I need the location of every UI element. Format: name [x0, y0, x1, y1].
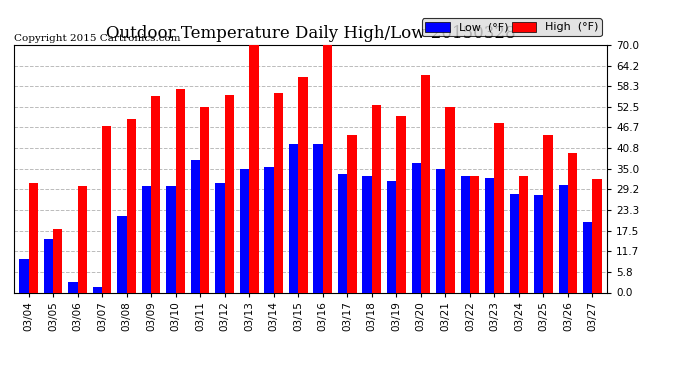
Bar — [249, 45, 259, 292]
Bar — [387, 181, 396, 292]
Title: Outdoor Temperature Daily High/Low 20150328: Outdoor Temperature Daily High/Low 20150… — [106, 25, 515, 42]
Bar — [289, 144, 298, 292]
Bar — [313, 144, 323, 292]
Bar — [240, 169, 249, 292]
Bar — [568, 153, 578, 292]
Bar — [519, 176, 529, 292]
Bar — [544, 135, 553, 292]
Bar — [445, 107, 455, 292]
Bar — [323, 36, 332, 292]
Bar — [347, 135, 357, 292]
Bar — [264, 167, 274, 292]
Bar — [166, 186, 176, 292]
Bar — [396, 116, 406, 292]
Bar — [485, 178, 495, 292]
Bar — [191, 160, 200, 292]
Bar — [436, 169, 445, 292]
Bar — [372, 105, 381, 292]
Bar — [126, 119, 136, 292]
Text: Copyright 2015 Cartronics.com: Copyright 2015 Cartronics.com — [14, 33, 180, 42]
Bar — [176, 89, 185, 292]
Bar — [338, 174, 347, 292]
Bar — [274, 93, 283, 292]
Bar — [593, 179, 602, 292]
Bar — [151, 96, 161, 292]
Bar — [43, 240, 53, 292]
Bar — [583, 222, 593, 292]
Bar — [53, 229, 62, 292]
Bar — [510, 194, 519, 292]
Bar — [534, 195, 544, 292]
Bar — [495, 123, 504, 292]
Bar — [215, 183, 225, 292]
Bar — [362, 176, 372, 292]
Bar — [92, 287, 102, 292]
Bar — [68, 282, 77, 292]
Legend: Low  (°F), High  (°F): Low (°F), High (°F) — [422, 18, 602, 36]
Bar — [142, 186, 151, 292]
Bar — [460, 176, 470, 292]
Bar — [28, 183, 38, 292]
Bar — [298, 77, 308, 292]
Bar — [102, 126, 111, 292]
Bar — [470, 176, 479, 292]
Bar — [225, 94, 234, 292]
Bar — [117, 216, 126, 292]
Bar — [19, 259, 28, 292]
Bar — [77, 186, 87, 292]
Bar — [200, 107, 210, 292]
Bar — [411, 164, 421, 292]
Bar — [559, 184, 568, 292]
Bar — [421, 75, 430, 292]
